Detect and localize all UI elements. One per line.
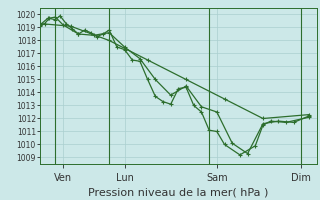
X-axis label: Pression niveau de la mer( hPa ): Pression niveau de la mer( hPa ) bbox=[88, 187, 268, 197]
